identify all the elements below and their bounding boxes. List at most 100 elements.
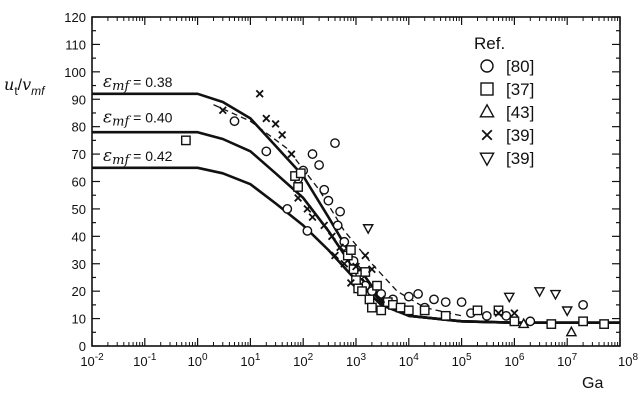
data-point-square [403, 305, 414, 316]
y-axis-label: ut/vmf [4, 75, 46, 98]
x-tick-label: 104 [399, 352, 419, 369]
y-tick-label: 40 [72, 229, 86, 244]
data-point-circle [339, 236, 350, 247]
data-point-square [493, 305, 504, 316]
data-point-square [546, 319, 557, 329]
y-tick-label: 30 [72, 257, 86, 272]
data-point-circle [319, 184, 330, 195]
x-tick-label: 108 [618, 352, 638, 369]
data-point-square [180, 135, 191, 146]
data-points [180, 89, 610, 337]
data-point-x [346, 278, 355, 287]
data-point-square [395, 302, 406, 313]
data-point-circle [525, 316, 536, 327]
data-point-circle [578, 299, 588, 310]
plot-frame [91, 16, 621, 347]
legend-title: Ref. [474, 34, 505, 53]
data-point-square [366, 302, 377, 313]
data-point-x [255, 89, 264, 98]
data-point-square [293, 182, 303, 192]
y-label-v: v [22, 75, 31, 94]
legend-marker-triangle-up [479, 103, 495, 118]
y-label-mf: mf [31, 84, 46, 98]
data-point-circle [229, 116, 240, 127]
legend-label: [39] [506, 126, 534, 145]
data-point-circle [261, 146, 272, 157]
fitted-curve-2 [92, 166, 620, 324]
legend-marker-x [481, 129, 493, 141]
legend-marker-square [480, 82, 494, 96]
data-point-x [336, 243, 345, 252]
x-tick-label: 103 [346, 352, 366, 369]
data-point-circle [440, 297, 451, 308]
data-point-x [330, 251, 339, 260]
data-point-circle [413, 289, 423, 299]
data-point-triangle-down [503, 292, 516, 304]
legend-label: [80] [506, 57, 534, 76]
data-point-x [294, 193, 303, 202]
y-label-t: t [14, 84, 18, 98]
data-point-x [308, 213, 317, 222]
data-point-square [419, 305, 430, 316]
data-point-x [327, 232, 336, 241]
data-point-square [509, 316, 520, 327]
data-point-circle [332, 220, 343, 231]
x-tick-label: 10-1 [133, 352, 157, 369]
x-tick-label: 106 [504, 352, 524, 369]
data-point-x [218, 106, 227, 115]
curve-label-2: εmf = 0.42 [103, 146, 173, 168]
x-tick-label: 107 [557, 352, 577, 369]
y-tick-label: 60 [72, 175, 86, 190]
data-point-square [295, 168, 306, 179]
data-point-circle [403, 291, 414, 302]
data-point-x [377, 295, 386, 304]
fitted-curves [92, 92, 620, 324]
data-point-circle [302, 225, 313, 236]
data-point-square [357, 286, 367, 297]
data-point-circle [456, 297, 467, 308]
legend-label: [43] [506, 103, 534, 122]
data-point-triangle-up [565, 325, 578, 337]
data-point-x [510, 309, 519, 318]
data-point-circle [282, 204, 293, 214]
data-point-x [352, 262, 360, 271]
data-point-x [303, 204, 312, 213]
data-point-circle [481, 310, 492, 321]
y-tick-label: 20 [72, 284, 86, 299]
x-tick-label: 100 [188, 352, 208, 369]
legend: Ref. [80] [37] [43] [39] [39] [474, 34, 534, 168]
data-point-square [345, 245, 356, 255]
data-point-x [271, 119, 280, 128]
legend-marker-circle [480, 59, 494, 73]
y-tick-label: 80 [72, 120, 86, 135]
data-point-square [364, 294, 375, 305]
data-point-triangle-down [362, 224, 374, 235]
data-point-triangle-down [533, 287, 546, 298]
y-tick-label: 10 [72, 312, 86, 327]
x-tick-label: 10-2 [80, 352, 104, 369]
data-point-square [599, 319, 610, 329]
y-tick-label: 0 [79, 339, 86, 354]
dashed-curve [213, 104, 462, 317]
data-point-square [440, 310, 451, 321]
data-point-x [278, 130, 287, 139]
data-point-triangle-down [549, 289, 562, 301]
data-point-x [361, 251, 370, 260]
data-point-square [578, 316, 588, 327]
data-point-circle [429, 294, 439, 305]
data-point-x [367, 265, 376, 274]
data-point-x [494, 309, 503, 318]
data-point-x [262, 114, 271, 123]
x-tick-label: 105 [452, 352, 472, 369]
data-point-circle [335, 206, 346, 217]
y-label-u: u [4, 75, 14, 94]
curve-labels: εmf = 0.38 εmf = 0.40 εmf = 0.42 [103, 72, 173, 168]
legend-label: [39] [506, 149, 534, 168]
y-tick-label: 120 [64, 10, 86, 25]
tick-labels: 0 10 20 30 40 50 60 70 80 90 100 110 120 10-2 10-1 100 1… [64, 10, 638, 369]
curve-label-0: εmf = 0.38 [103, 72, 173, 94]
y-tick-label: 110 [65, 37, 86, 52]
data-point-circle [330, 138, 340, 149]
data-point-square [472, 305, 483, 316]
